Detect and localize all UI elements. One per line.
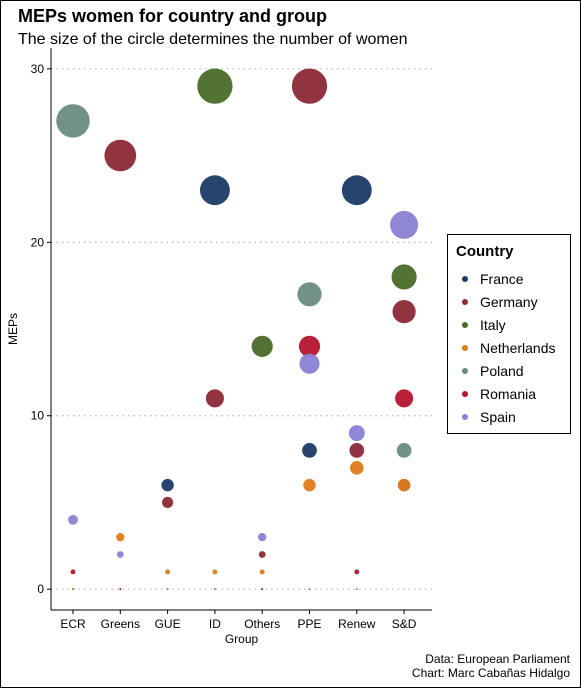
point-italy-others (251, 335, 273, 357)
axes (47, 48, 432, 614)
x-axis-title: Group (225, 632, 259, 646)
point-france-gue (161, 478, 174, 492)
point-spain-renew (348, 425, 365, 442)
point-romania-greens (119, 588, 122, 591)
chart-subtitle: The size of the circle determines the nu… (18, 31, 408, 48)
point-germany-gue (162, 496, 174, 509)
x-tick-label: S&D (392, 617, 417, 631)
chart-caption: Data: European Parliament Chart: Marc Ca… (412, 652, 570, 680)
point-romania-others (261, 588, 264, 591)
legend-swatch (462, 414, 468, 420)
legend-item-spain: Spain (456, 408, 516, 426)
point-romania-ecr (70, 569, 76, 575)
point-italy-sandd (391, 264, 417, 290)
legend-swatch (462, 391, 468, 397)
point-netherlands-gue (165, 569, 171, 575)
legend-swatch (462, 345, 468, 351)
point-spain-id (214, 588, 216, 591)
point-italy-id (197, 68, 233, 104)
y-tick-label: 10 (31, 409, 45, 423)
legend-label: Netherlands (480, 340, 556, 356)
legend-item-romania: Romania (456, 385, 536, 403)
legend-item-france: France (456, 270, 524, 288)
point-germany-greens (104, 139, 137, 172)
legend-label: Poland (480, 363, 524, 379)
caption-source: Data: European Parliament (425, 652, 570, 666)
legend-label: Romania (480, 386, 537, 402)
point-germany-id (205, 389, 224, 408)
caption-author: Chart: Marc Cabañas Hidalgo (411, 666, 570, 680)
point-spain-ecr (68, 514, 78, 525)
legend-label: Italy (480, 317, 506, 333)
point-netherlands-id (212, 569, 218, 575)
legend-label: France (480, 271, 524, 287)
legend-swatch (462, 368, 468, 374)
y-tick-label: 20 (31, 235, 45, 249)
point-spain-gue (166, 588, 169, 591)
axis-labels: 0 10 20 30 ECR Greens GUE ID Others PPE Renew S&D Gr… (6, 62, 417, 646)
point-italy-ppe (308, 588, 311, 591)
point-spain-sandd (390, 210, 419, 239)
point-france-ppe (302, 443, 317, 458)
chart-title: MEPs women for country and group (18, 6, 328, 26)
legend-item-netherlands: Netherlands (456, 339, 556, 357)
point-spain-ppe (299, 353, 320, 374)
point-spain-others (258, 532, 267, 542)
legend-label: Germany (480, 294, 538, 310)
legend-title: Country (456, 243, 514, 260)
point-netherlands-renew (349, 460, 364, 475)
point-spain-greens (116, 551, 124, 558)
legend-label: Spain (480, 409, 516, 425)
legend-swatch (462, 276, 468, 282)
legend-item-germany: Germany (456, 293, 538, 311)
legend-swatch (462, 299, 468, 305)
legend-swatch (462, 322, 468, 328)
legend-item-poland: Poland (456, 362, 524, 380)
point-netherlands-ppe (303, 478, 316, 492)
point-germany-sandd (392, 300, 416, 324)
point-romania-sandd (395, 389, 414, 408)
point-netherlands-greens (116, 532, 125, 542)
y-tick-label: 0 (37, 582, 44, 596)
y-tick-label: 30 (31, 62, 45, 76)
point-poland-renew (355, 588, 358, 591)
x-tick-label: GUE (155, 617, 181, 631)
x-tick-label: Others (244, 617, 280, 631)
point-germany-renew (349, 443, 365, 458)
legend: Country France Germany Italy Netherlands Pol… (447, 234, 571, 434)
point-romania-renew (354, 569, 360, 575)
x-tick-label: Renew (338, 617, 376, 631)
point-netherlands-sandd (397, 478, 411, 492)
point-romania-ppe (298, 335, 321, 357)
legend-item-italy: Italy (456, 316, 506, 334)
x-tick-label: ECR (60, 617, 86, 631)
point-germany-ppe (291, 68, 328, 104)
point-germany-others (258, 551, 266, 558)
point-poland-sandd (396, 443, 412, 458)
y-axis-title: MEPs (6, 313, 20, 345)
point-france-renew (341, 175, 372, 206)
point-poland-ecr (56, 104, 90, 138)
point-france-id (199, 175, 230, 206)
point-netherlands-ecr (72, 588, 74, 591)
data-points (56, 68, 419, 591)
point-netherlands-others (259, 569, 265, 575)
x-tick-label: ID (209, 617, 221, 631)
point-poland-ppe (297, 282, 322, 307)
x-tick-label: Greens (101, 617, 140, 631)
x-tick-label: PPE (297, 617, 321, 631)
